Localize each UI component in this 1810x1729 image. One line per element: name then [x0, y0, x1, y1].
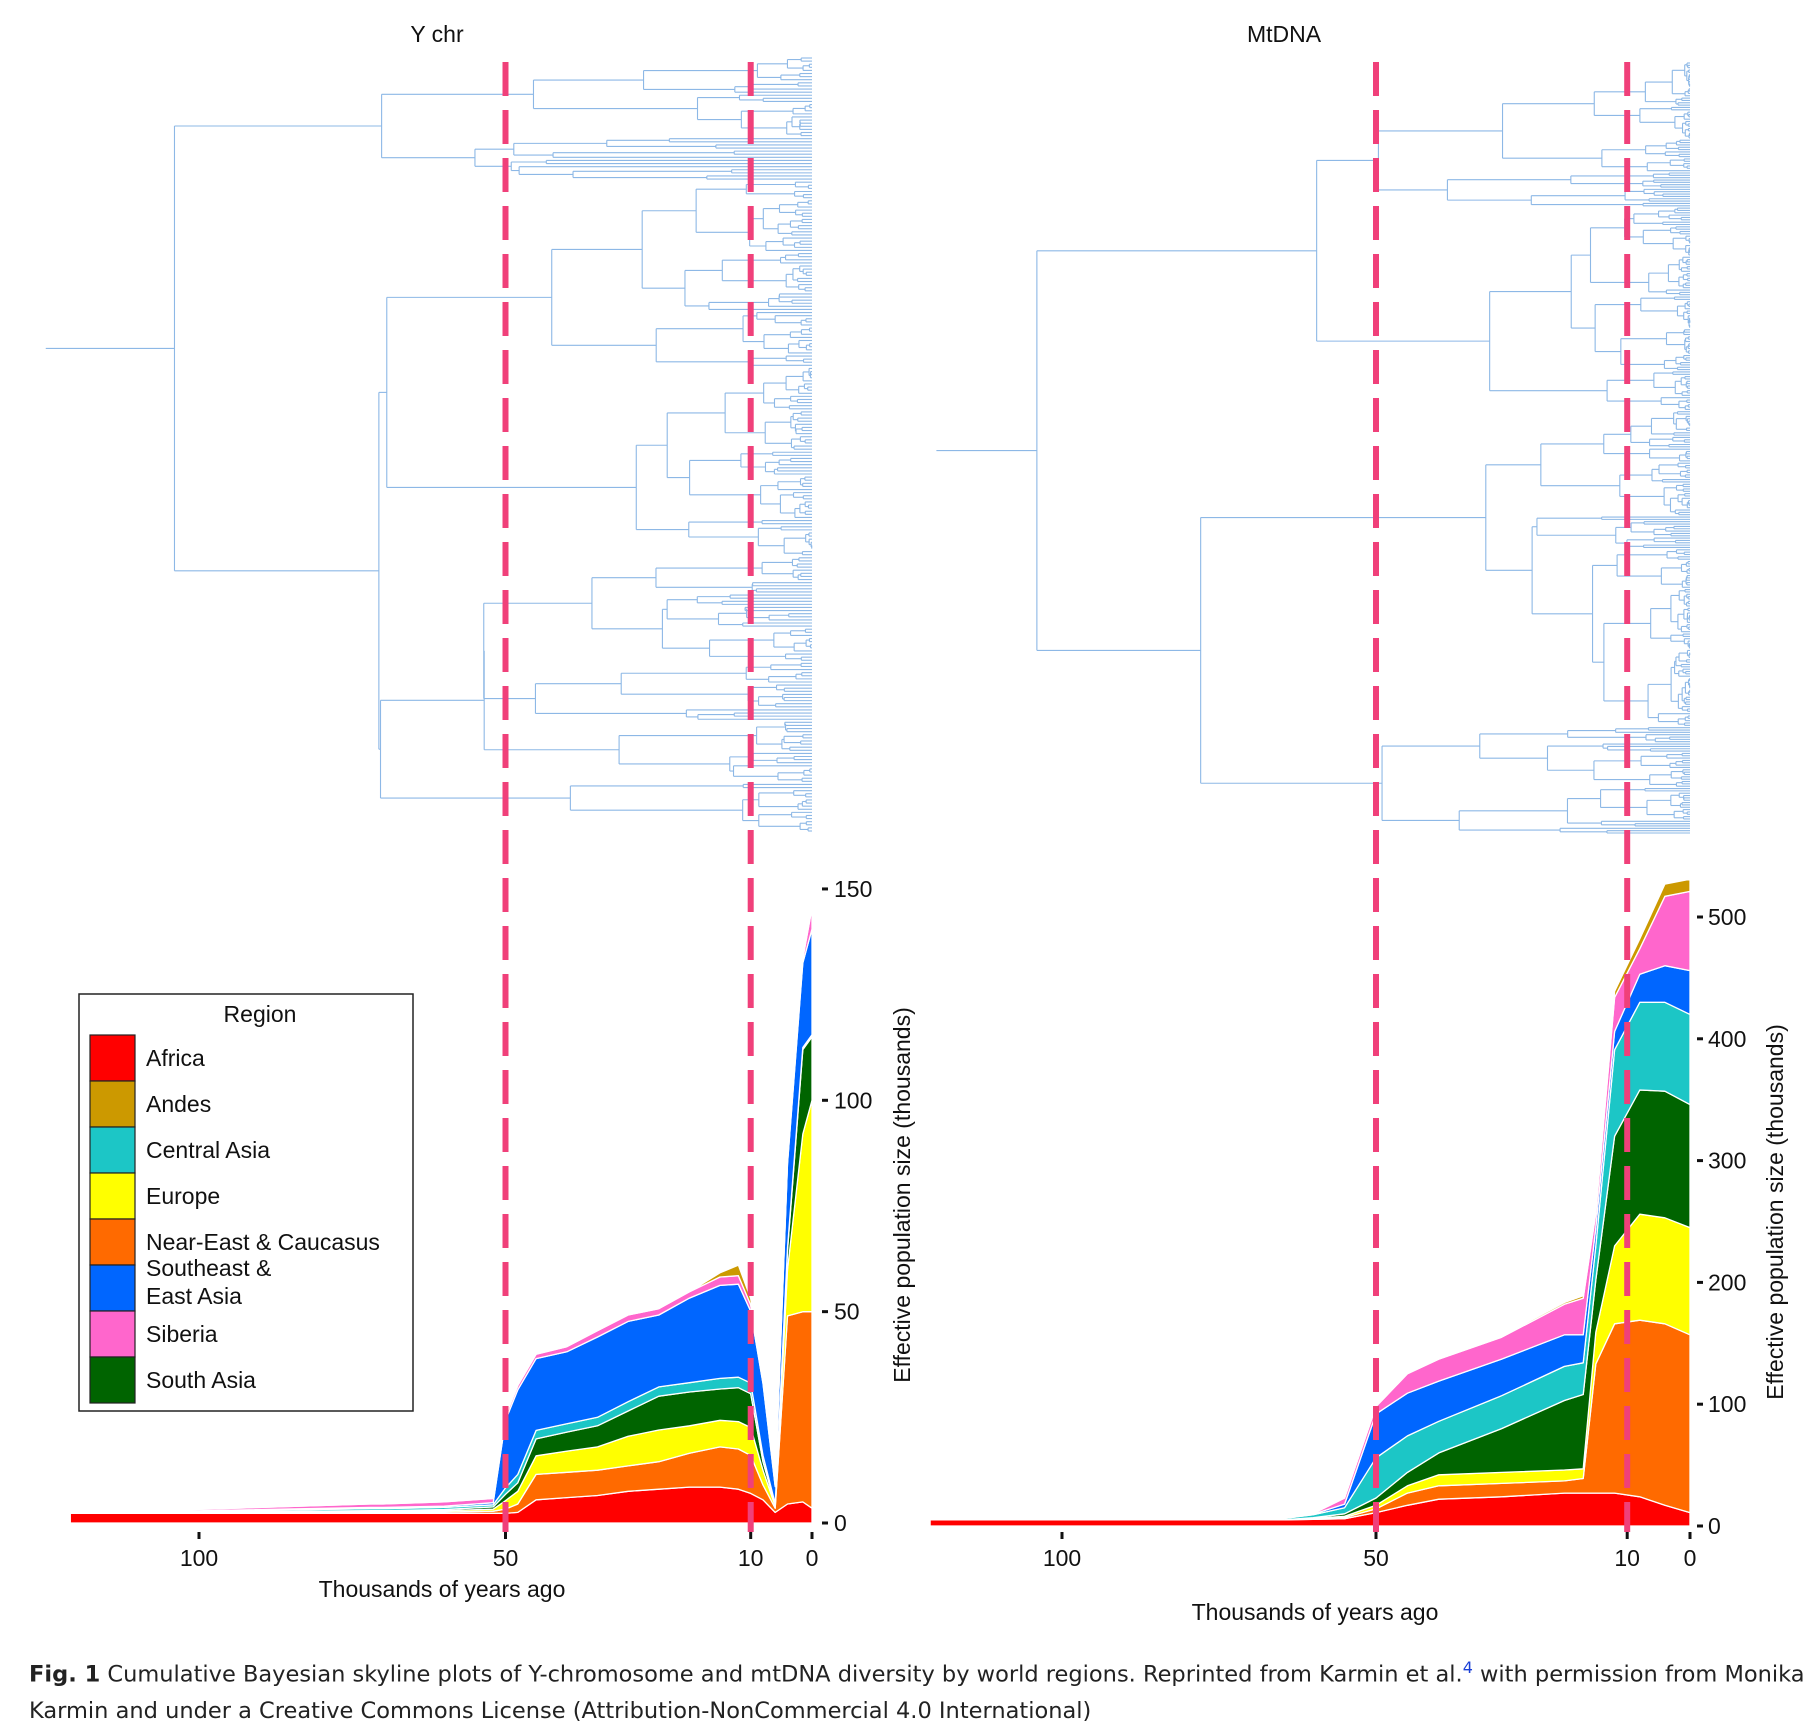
- title-mtdna: MtDNA: [1247, 21, 1322, 47]
- caption-label: Fig. 1: [29, 1661, 101, 1688]
- ytick-label: 150: [834, 876, 872, 902]
- ytick-label: 0: [1708, 1513, 1721, 1539]
- tree-y-chr: [45, 57, 813, 832]
- legend-label: Near-East & Caucasus: [146, 1229, 380, 1255]
- ytick-label: 0: [834, 1510, 847, 1536]
- ytick-label: 50: [834, 1299, 860, 1325]
- caption-reference-link[interactable]: 4: [1462, 1658, 1473, 1677]
- xlabel-mtdna: Thousands of years ago: [1192, 1599, 1439, 1625]
- xtick-label: 0: [1684, 1545, 1697, 1571]
- figure-caption: Fig. 1 Cumulative Bayesian skyline plots…: [29, 1650, 1809, 1729]
- ytick-label: 100: [1708, 1391, 1746, 1417]
- ylabel-mtdna: Effective population size (thousands): [1762, 1024, 1788, 1399]
- legend-label: Europe: [146, 1183, 220, 1209]
- xtick-label: 100: [180, 1545, 218, 1571]
- ytick-label: 200: [1708, 1269, 1746, 1295]
- legend-swatch: [89, 1034, 136, 1082]
- xtick-label: 10: [738, 1545, 764, 1571]
- ytick-label: 100: [834, 1087, 872, 1113]
- xtick-label: 0: [806, 1545, 819, 1571]
- area-mtdna-africa: [929, 1492, 1691, 1527]
- legend: Region Africa Andes Central Asia Europe Near…: [78, 993, 414, 1412]
- legend-swatch: [89, 1080, 136, 1128]
- legend-swatch: [89, 1172, 136, 1220]
- xlabel-ychr: Thousands of years ago: [319, 1576, 566, 1602]
- title-ychr: Y chr: [410, 21, 464, 47]
- legend-label: South Asia: [146, 1367, 256, 1393]
- legend-swatch: [89, 1126, 136, 1174]
- xtick-label: 100: [1043, 1545, 1081, 1571]
- tree-mtdna: [936, 62, 1691, 834]
- legend-label: Africa: [146, 1045, 205, 1071]
- legend-title: Region: [224, 1001, 297, 1027]
- caption-text-1: Cumulative Bayesian skyline plots of Y-c…: [100, 1661, 1463, 1688]
- legend-swatch: [89, 1356, 136, 1404]
- legend-label: Siberia: [146, 1321, 218, 1347]
- legend-label: East Asia: [146, 1283, 242, 1309]
- xtick-label: 50: [1363, 1545, 1389, 1571]
- ytick-label: 400: [1708, 1026, 1746, 1052]
- area-y-chr-andes: [69, 907, 813, 1514]
- area-mtdna-andes: [929, 878, 1691, 1521]
- ytick-label: 500: [1708, 904, 1746, 930]
- caption-text-2: with permission from Monika Karmin and u…: [29, 1661, 1805, 1724]
- legend-label: Central Asia: [146, 1137, 270, 1163]
- ytick-label: 300: [1708, 1148, 1746, 1174]
- legend-swatch: [89, 1264, 136, 1312]
- legend-swatch: [89, 1310, 136, 1358]
- legend-label: Southeast &: [146, 1255, 271, 1281]
- xtick-label: 50: [493, 1545, 519, 1571]
- legend-label: Andes: [146, 1091, 211, 1117]
- ylabel-ychr: Effective population size (thousands): [889, 1007, 915, 1382]
- legend-swatch: [89, 1218, 136, 1266]
- xtick-label: 10: [1614, 1545, 1640, 1571]
